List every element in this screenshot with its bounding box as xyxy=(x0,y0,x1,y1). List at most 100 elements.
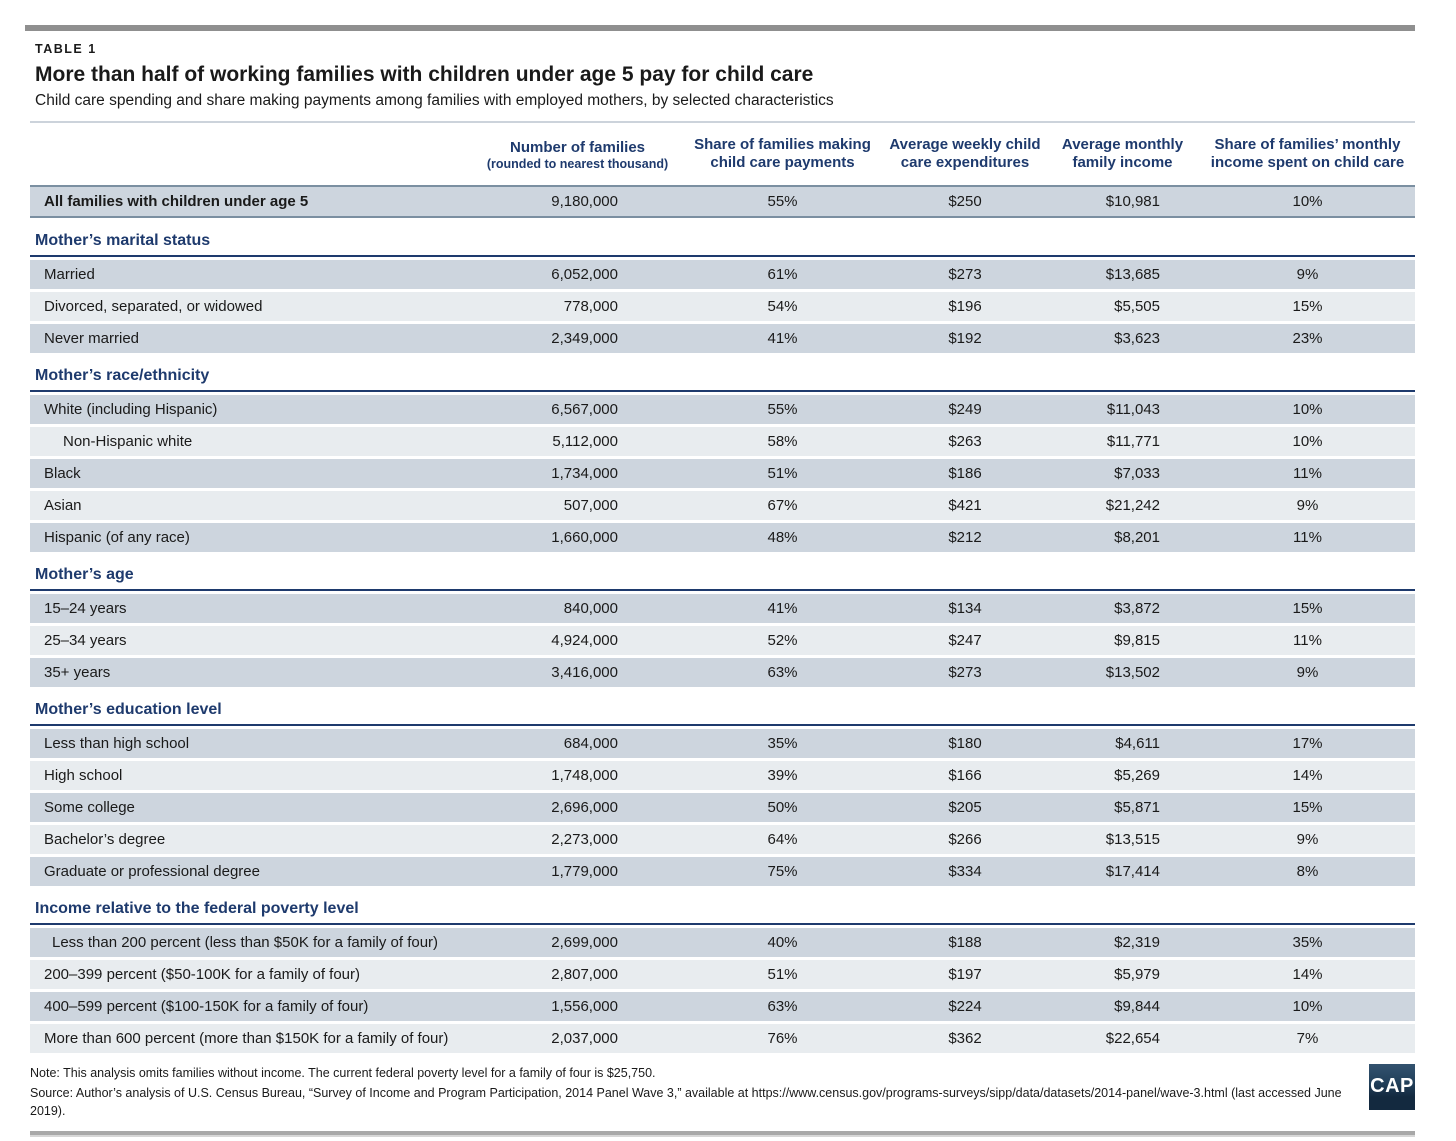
cell-avg-weekly-expenditures: $266 xyxy=(948,830,982,848)
cell-share-income-on-child-care: 10% xyxy=(1292,400,1323,418)
row-label: Bachelor’s degree xyxy=(44,830,166,848)
cell-share-income-on-child-care: 11% xyxy=(1293,528,1322,546)
cell-avg-weekly-expenditures: $362 xyxy=(948,1029,982,1047)
cell-share-income-on-child-care: 10% xyxy=(1292,432,1323,450)
row-label: 400–599 percent ($100-150K for a family … xyxy=(44,997,369,1015)
cell-share-making-payments: 40% xyxy=(767,933,798,951)
cell-avg-monthly-income: $7,033 xyxy=(1114,464,1160,482)
cell-avg-monthly-income: $5,269 xyxy=(1114,766,1160,784)
cell-number-of-families: 2,273,000 xyxy=(551,830,618,848)
table-row: High school 1,748,000 39% $166 $5,269 14% xyxy=(30,760,1415,790)
table-row: 25–34 years 4,924,000 52% $247 $9,815 11% xyxy=(30,625,1415,655)
table-row: Divorced, separated, or widowed 778,000 54… xyxy=(30,291,1415,321)
table-row: Never married 2,349,000 41% $192 $3,623 23% xyxy=(30,323,1415,353)
cell-number-of-families: 840,000 xyxy=(563,599,618,617)
row-label: 35+ years xyxy=(44,663,111,681)
cell-share-making-payments: 50% xyxy=(767,798,798,816)
section-header: Mother’s age xyxy=(30,563,1415,591)
cell-avg-monthly-income: $9,815 xyxy=(1114,631,1160,649)
table-row: Less than high school 684,000 35% $180 $4,61… xyxy=(30,728,1415,758)
cell-share-income-on-child-care: 23% xyxy=(1292,329,1323,347)
table-row: Married 6,052,000 61% $273 $13,685 9% xyxy=(30,259,1415,289)
cell-avg-monthly-income: $22,654 xyxy=(1105,1029,1160,1047)
table-row: Non-Hispanic white 5,112,000 58% $263 $11,77… xyxy=(30,426,1415,456)
cell-number-of-families: 2,699,000 xyxy=(551,933,618,951)
table-body: All families with children under age 5 9,… xyxy=(30,184,1415,1053)
table-row: Some college 2,696,000 50% $205 $5,871 15% xyxy=(30,792,1415,822)
cell-number-of-families: 3,416,000 xyxy=(551,663,618,681)
cell-avg-weekly-expenditures: $334 xyxy=(948,862,982,880)
row-label: Graduate or professional degree xyxy=(44,862,260,880)
cell-avg-weekly-expenditures: $180 xyxy=(948,734,982,752)
header-rule xyxy=(30,121,1415,124)
row-label: Black xyxy=(44,464,81,482)
table-row: Less than 200 percent (less than $50K fo… xyxy=(30,927,1415,957)
cell-number-of-families: 6,052,000 xyxy=(551,265,618,283)
cap-logo-text: CAP xyxy=(1370,1075,1414,1098)
row-label: All families with children under age 5 xyxy=(44,192,309,210)
cell-avg-monthly-income: $13,685 xyxy=(1105,265,1160,283)
cell-avg-weekly-expenditures: $192 xyxy=(948,329,982,347)
row-label: 200–399 percent ($50-100K for a family o… xyxy=(44,965,361,983)
cell-number-of-families: 1,779,000 xyxy=(551,862,618,880)
bottom-divider-bar xyxy=(30,1131,1415,1138)
cell-share-income-on-child-care: 15% xyxy=(1292,599,1323,617)
cell-share-income-on-child-care: 9% xyxy=(1296,663,1319,681)
cell-avg-weekly-expenditures: $188 xyxy=(948,933,982,951)
note-text: Note: This analysis omits families witho… xyxy=(30,1065,656,1080)
table-row: White (including Hispanic) 6,567,000 55% $2… xyxy=(30,394,1415,424)
cell-number-of-families: 507,000 xyxy=(563,496,618,514)
cell-avg-weekly-expenditures: $273 xyxy=(948,663,982,681)
cell-share-income-on-child-care: 14% xyxy=(1292,766,1323,784)
summary-row: All families with children under age 5 9,… xyxy=(30,184,1415,218)
cap-logo: CAP xyxy=(1369,1063,1415,1110)
cell-avg-monthly-income: $13,515 xyxy=(1105,830,1160,848)
cell-avg-weekly-expenditures: $224 xyxy=(948,997,982,1015)
top-divider-bar xyxy=(25,25,1415,31)
footer-notes: Note: This analysis omits families witho… xyxy=(30,1062,1369,1122)
cell-avg-weekly-expenditures: $247 xyxy=(948,631,982,649)
row-label: Divorced, separated, or widowed xyxy=(44,297,263,315)
cell-share-income-on-child-care: 11% xyxy=(1293,631,1322,649)
cell-share-income-on-child-care: 15% xyxy=(1292,297,1323,315)
cell-avg-monthly-income: $17,414 xyxy=(1105,862,1160,880)
cell-number-of-families: 2,037,000 xyxy=(551,1029,618,1047)
cell-avg-weekly-expenditures: $134 xyxy=(948,599,982,617)
cell-share-income-on-child-care: 7% xyxy=(1296,1029,1319,1047)
cell-number-of-families: 778,000 xyxy=(563,297,618,315)
col-header-share-income-on-child-care: Share of families’ monthly income spent … xyxy=(1210,136,1405,172)
cell-share-making-payments: 58% xyxy=(767,432,798,450)
cell-avg-monthly-income: $8,201 xyxy=(1114,528,1160,546)
cell-avg-monthly-income: $2,319 xyxy=(1114,933,1160,951)
cell-avg-weekly-expenditures: $196 xyxy=(948,297,982,315)
cell-number-of-families: 5,112,000 xyxy=(552,432,618,450)
cell-avg-monthly-income: $5,505 xyxy=(1114,297,1160,315)
table-row: 400–599 percent ($100-150K for a family … xyxy=(30,991,1415,1021)
col-header-number-of-families-sublabel: (rounded to nearest thousand) xyxy=(486,157,669,172)
cell-number-of-families: 684,000 xyxy=(563,734,618,752)
row-label: 25–34 years xyxy=(44,631,127,649)
cell-avg-monthly-income: $11,043 xyxy=(1106,400,1160,418)
cell-avg-monthly-income: $11,771 xyxy=(1106,432,1160,450)
cell-avg-weekly-expenditures: $273 xyxy=(948,265,982,283)
section-header: Income relative to the federal poverty l… xyxy=(30,897,1415,925)
cell-share-income-on-child-care: 14% xyxy=(1292,965,1323,983)
row-label: More than 600 percent (more than $150K f… xyxy=(44,1029,449,1047)
table-subtitle: Child care spending and share making pay… xyxy=(35,92,834,110)
cell-avg-monthly-income: $9,844 xyxy=(1114,997,1160,1015)
cell-number-of-families: 9,180,000 xyxy=(551,192,618,210)
cell-share-income-on-child-care: 35% xyxy=(1292,933,1323,951)
row-label: 15–24 years xyxy=(44,599,127,617)
cell-share-making-payments: 54% xyxy=(767,297,798,315)
col-header-share-making-payments: Share of families making child care paym… xyxy=(694,136,871,172)
table-title: More than half of working families with … xyxy=(35,63,814,86)
cell-share-making-payments: 48% xyxy=(767,528,798,546)
cell-share-making-payments: 52% xyxy=(767,631,798,649)
table-row: Asian 507,000 67% $421 $21,242 9% xyxy=(30,490,1415,520)
cell-number-of-families: 2,807,000 xyxy=(551,965,618,983)
cell-share-income-on-child-care: 11% xyxy=(1293,464,1322,482)
section-header: Mother’s marital status xyxy=(30,229,1415,257)
cell-avg-weekly-expenditures: $249 xyxy=(948,400,982,418)
cell-share-income-on-child-care: 17% xyxy=(1292,734,1323,752)
